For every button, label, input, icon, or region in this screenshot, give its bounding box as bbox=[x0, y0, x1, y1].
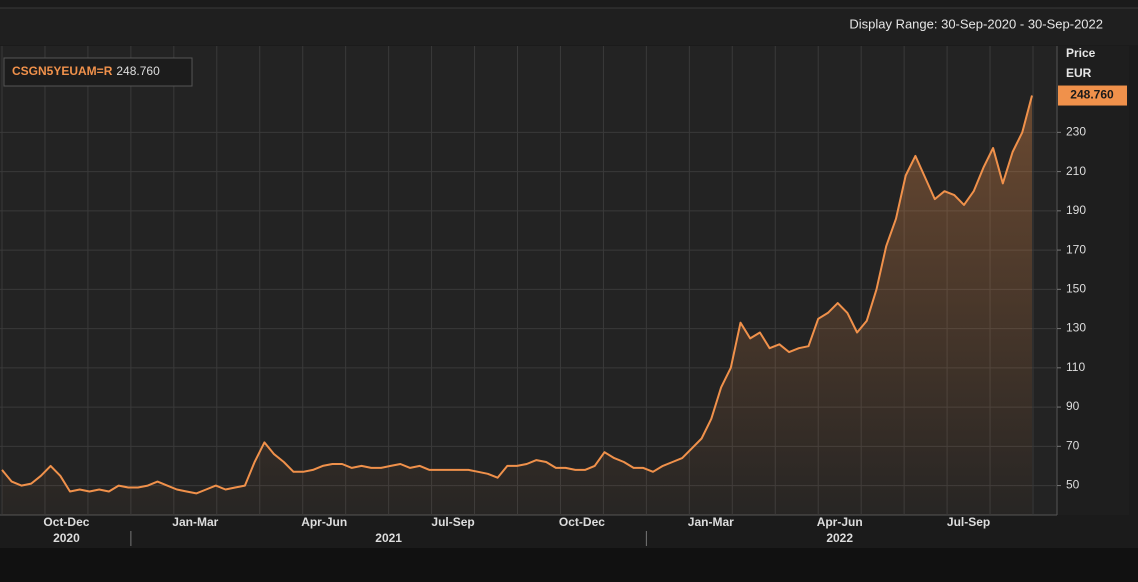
year-label: 2021 bbox=[375, 531, 402, 545]
legend-label: CSGN5YEUAM=R bbox=[12, 64, 113, 78]
legend-value: 248.760 bbox=[116, 64, 160, 78]
y-tick-label: 190 bbox=[1066, 203, 1086, 217]
y-axis-area bbox=[1057, 46, 1129, 515]
x-tick-label: Jan-Mar bbox=[688, 515, 734, 529]
x-tick-label: Apr-Jun bbox=[301, 515, 347, 529]
y-tick-label: 90 bbox=[1066, 399, 1080, 413]
last-price-tag bbox=[1058, 85, 1127, 106]
bottom-bar bbox=[0, 548, 1138, 582]
x-tick-label: Oct-Dec bbox=[43, 515, 89, 529]
y-tick-label: 110 bbox=[1066, 360, 1085, 374]
y-tick-label: 70 bbox=[1066, 438, 1080, 452]
year-label: 2022 bbox=[826, 531, 853, 545]
y-tick-label: 50 bbox=[1066, 478, 1080, 492]
year-label: 2020 bbox=[53, 531, 80, 545]
display-range: Display Range: 30-Sep-2020 - 30-Sep-2022 bbox=[849, 16, 1103, 31]
top-bar bbox=[0, 8, 1138, 45]
legend bbox=[3, 57, 193, 87]
x-tick-label: Apr-Jun bbox=[817, 515, 863, 529]
y-tick-label: 230 bbox=[1066, 125, 1086, 139]
last-price-label: 248.760 bbox=[1070, 88, 1114, 102]
x-tick-label: Oct-Dec bbox=[559, 515, 605, 529]
x-tick-label: Jul-Sep bbox=[431, 515, 474, 529]
y-tick-label: 150 bbox=[1066, 282, 1086, 296]
x-tick-label: Jan-Mar bbox=[172, 515, 218, 529]
y-tick-label: 210 bbox=[1066, 164, 1086, 178]
x-tick-label: Jul-Sep bbox=[947, 515, 990, 529]
y-tick-label: 130 bbox=[1066, 321, 1086, 335]
area bbox=[2, 95, 1032, 515]
line bbox=[1, 95, 1033, 495]
y-axis-title: Price bbox=[1066, 46, 1096, 60]
y-axis-unit: EUR bbox=[1066, 66, 1092, 80]
y-tick-label: 170 bbox=[1066, 242, 1086, 256]
